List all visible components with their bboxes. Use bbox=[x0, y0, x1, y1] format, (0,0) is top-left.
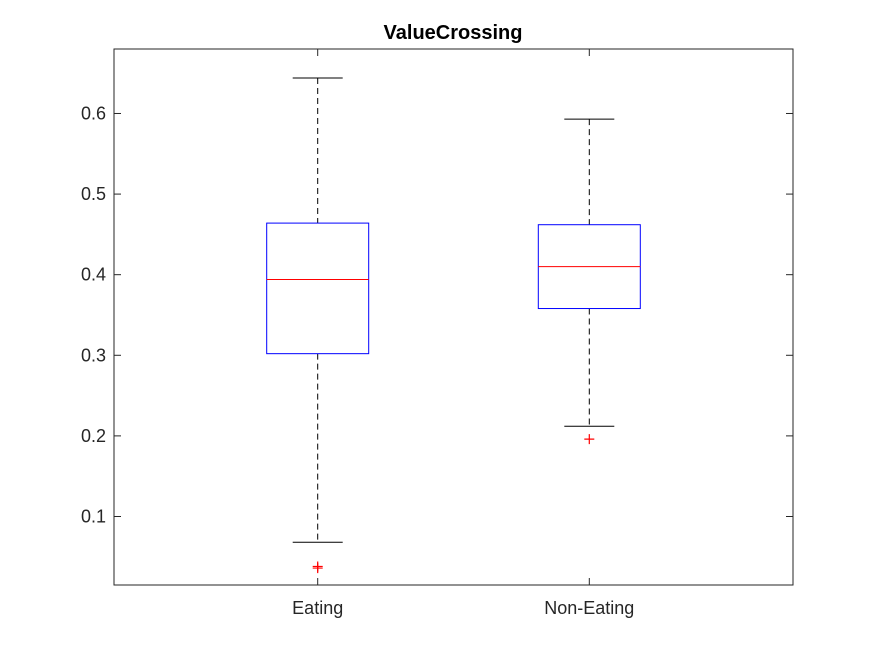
y-tick-label: 0.6 bbox=[81, 103, 106, 123]
outlier-marker bbox=[312, 563, 323, 574]
y-tick-label: 0.4 bbox=[81, 265, 106, 285]
y-tick-label: 0.2 bbox=[81, 426, 106, 446]
y-tick-label: 0.5 bbox=[81, 184, 106, 204]
y-tick-label: 0.1 bbox=[81, 506, 106, 526]
outlier-marker bbox=[584, 434, 595, 445]
plot-area: 0.1 0.2 0.3 0.4 0.5 0.6 Eating Non-Eating bbox=[81, 49, 793, 618]
iqr-box bbox=[266, 222, 370, 355]
axes-frame bbox=[113, 48, 794, 586]
x-tick-label: Non-Eating bbox=[544, 598, 634, 618]
y-tick-label: 0.3 bbox=[81, 345, 106, 365]
chart-title: ValueCrossing bbox=[384, 22, 523, 44]
x-tick-label: Eating bbox=[292, 598, 343, 618]
